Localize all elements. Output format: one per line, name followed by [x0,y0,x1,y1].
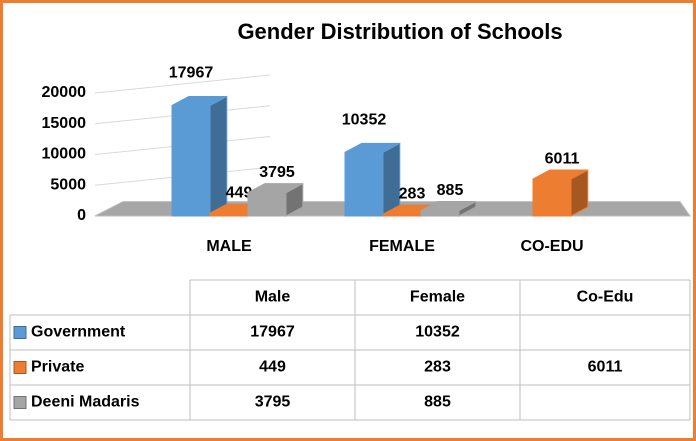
bar-front [209,212,249,217]
table-cell: 885 [424,394,451,411]
legend-label: Deeni Madaris [31,394,140,411]
table-header: Male [255,289,291,306]
bar [171,95,228,217]
chart-title: Gender Distribution of Schools [237,19,562,44]
data-label: 6011 [545,150,580,167]
bar-front [420,210,460,217]
table-cell: 283 [424,359,451,376]
legend-swatch [13,361,27,374]
data-label: 17967 [169,65,214,82]
x-tick-label: MALE [206,238,252,255]
data-label: 449 [226,184,253,201]
y-tick-label: 10000 [42,146,87,163]
table-cell: 10352 [415,324,460,341]
bar [247,182,304,217]
bar-front [382,213,422,217]
legend-label: Government [31,324,126,341]
data-label: 10352 [342,112,387,129]
x-tick-label: FEMALE [369,238,435,255]
data-label: 283 [399,185,426,202]
table-cell: 17967 [250,324,295,341]
data-label: 885 [437,182,464,199]
bar [344,142,401,217]
bar-front [532,178,572,217]
bar-front [344,151,384,217]
legend-swatch [13,326,27,339]
table-header: Co-Edu [577,289,634,306]
bar-front [247,192,287,217]
bar [532,169,589,217]
y-tick-label: 5000 [50,176,86,193]
x-tick-label: CO-EDU [520,238,583,255]
y-tick-label: 20000 [42,84,87,101]
grid-line [94,74,271,94]
table-cell: 6011 [588,359,623,376]
bar [420,200,477,217]
legend-swatch [13,396,27,409]
y-tick-label: 15000 [42,115,87,132]
legend-label: Private [31,359,84,376]
bar-front [171,105,211,217]
table-header: Female [410,289,465,306]
table-cell: 3795 [255,394,291,411]
y-tick-label: 0 [77,207,86,224]
data-label: 3795 [259,164,295,181]
table-cell: 449 [259,359,286,376]
bar-side [209,95,228,217]
bar-side [382,142,401,217]
